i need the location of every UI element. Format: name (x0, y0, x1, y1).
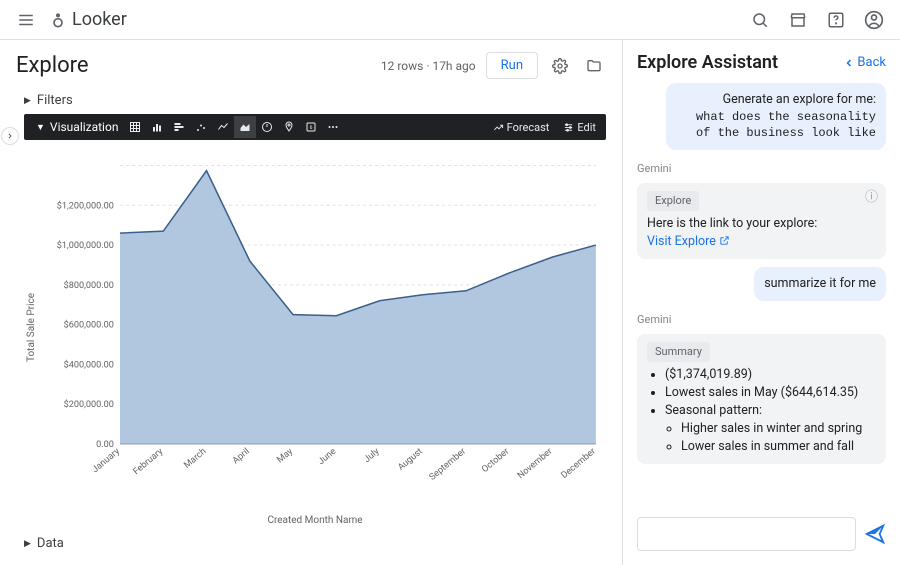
map-icon[interactable] (278, 116, 300, 138)
svg-text:July: July (362, 446, 382, 465)
svg-text:$800,000.00: $800,000.00 (64, 280, 114, 291)
page-title: Explore (16, 53, 89, 78)
single-value-icon[interactable]: 6 (300, 116, 322, 138)
visit-explore-link[interactable]: Visit Explore (647, 234, 730, 249)
user-message: Generate an explore for me: what does th… (666, 83, 886, 150)
area-chart-svg: 0.00 $200,000.00 $400,000.00 $600,000.00 $80… (39, 140, 606, 515)
menu-icon[interactable] (12, 6, 40, 34)
svg-text:$200,000.00: $200,000.00 (64, 399, 114, 410)
store-icon[interactable] (784, 6, 812, 34)
caret-right-icon: ▶ (24, 96, 31, 106)
assistant-panel: Explore Assistant Back Generate an explo… (623, 40, 900, 565)
svg-text:June: June (317, 447, 339, 468)
svg-text:March: March (182, 447, 208, 471)
line-icon[interactable] (212, 116, 234, 138)
svg-text:April: April (231, 447, 252, 467)
chat-thread: Generate an explore for me: what does th… (623, 83, 900, 507)
more-icon[interactable] (322, 116, 344, 138)
explore-header: Explore 12 rows · 17h ago Run (0, 40, 622, 87)
ai-message: ⓘ Explore Here is the link to your explo… (637, 183, 886, 259)
run-button[interactable]: Run (486, 52, 538, 79)
y-axis-label: Total Sale Price (24, 140, 39, 515)
edit-button[interactable]: Edit (559, 121, 600, 134)
send-button[interactable] (864, 523, 886, 545)
chat-input-row (623, 507, 900, 565)
chat-input[interactable] (637, 517, 856, 551)
svg-text:0.00: 0.00 (96, 440, 114, 450)
summary-chip[interactable]: Summary (647, 342, 710, 362)
user-message: summarize it for me (754, 267, 886, 301)
send-icon (864, 523, 886, 545)
result-meta: 12 rows · 17h ago (381, 59, 476, 73)
logo-text: Looker (72, 9, 127, 30)
explore-chip[interactable]: Explore (647, 191, 699, 211)
svg-text:August: August (396, 447, 424, 473)
account-icon[interactable] (860, 6, 888, 34)
svg-text:$1,200,000.00: $1,200,000.00 (57, 200, 114, 211)
column-icon[interactable] (168, 116, 190, 138)
gauge-icon[interactable] (256, 116, 278, 138)
area-icon[interactable] (234, 116, 256, 138)
table-icon[interactable] (124, 116, 146, 138)
ai-message: Summary ($1,374,019.89) Lowest sales in … (637, 334, 886, 465)
svg-text:January: January (91, 446, 123, 475)
viz-tab[interactable]: ▼ Visualization (30, 120, 124, 134)
data-label: Data (37, 536, 64, 551)
filters-label: Filters (37, 93, 73, 108)
viz-label: Visualization (50, 120, 119, 134)
sliders-icon (563, 122, 574, 133)
filters-section[interactable]: ▶ Filters (24, 87, 606, 114)
svg-text:$1,000,000.00: $1,000,000.00 (57, 240, 114, 251)
caret-right-icon: ▶ (24, 539, 31, 549)
help-icon[interactable] (822, 6, 850, 34)
viz-toolbar: ▼ Visualization 6 (24, 114, 606, 140)
info-icon[interactable]: ⓘ (865, 189, 878, 208)
back-button[interactable]: Back (843, 55, 886, 70)
svg-text:February: February (132, 446, 166, 477)
external-link-icon (719, 235, 730, 246)
topbar: Looker (0, 0, 900, 40)
caret-down-icon: ▼ (36, 122, 45, 133)
scatter-icon[interactable] (190, 116, 212, 138)
svg-text:$400,000.00: $400,000.00 (64, 359, 114, 370)
chart: Total Sale Price 0.00 $200,000.00 $400,000… (24, 140, 606, 515)
svg-text:November: November (516, 447, 554, 482)
assistant-title: Explore Assistant (637, 52, 778, 73)
chevron-left-icon (843, 57, 855, 69)
data-section[interactable]: ▶ Data (24, 530, 606, 557)
sender-label: Gemini (637, 162, 886, 175)
bar-icon[interactable] (146, 116, 168, 138)
search-icon[interactable] (746, 6, 774, 34)
forecast-icon (493, 122, 504, 133)
expand-handle[interactable] (0, 87, 20, 565)
svg-text:May: May (275, 446, 295, 465)
svg-text:October: October (480, 447, 511, 475)
x-axis-label: Created Month Name (24, 515, 606, 530)
sender-label: Gemini (637, 313, 886, 326)
svg-text:September: September (428, 447, 468, 483)
forecast-button[interactable]: Forecast (489, 121, 554, 134)
looker-icon (50, 12, 66, 28)
folder-icon[interactable] (582, 54, 606, 78)
svg-text:December: December (560, 447, 598, 481)
svg-text:6: 6 (310, 125, 313, 131)
explore-panel: Explore 12 rows · 17h ago Run ▶ Filters (0, 40, 623, 565)
logo[interactable]: Looker (50, 9, 127, 30)
svg-text:$600,000.00: $600,000.00 (64, 320, 114, 331)
chevron-right-icon[interactable] (1, 127, 19, 145)
gear-icon[interactable] (548, 54, 572, 78)
